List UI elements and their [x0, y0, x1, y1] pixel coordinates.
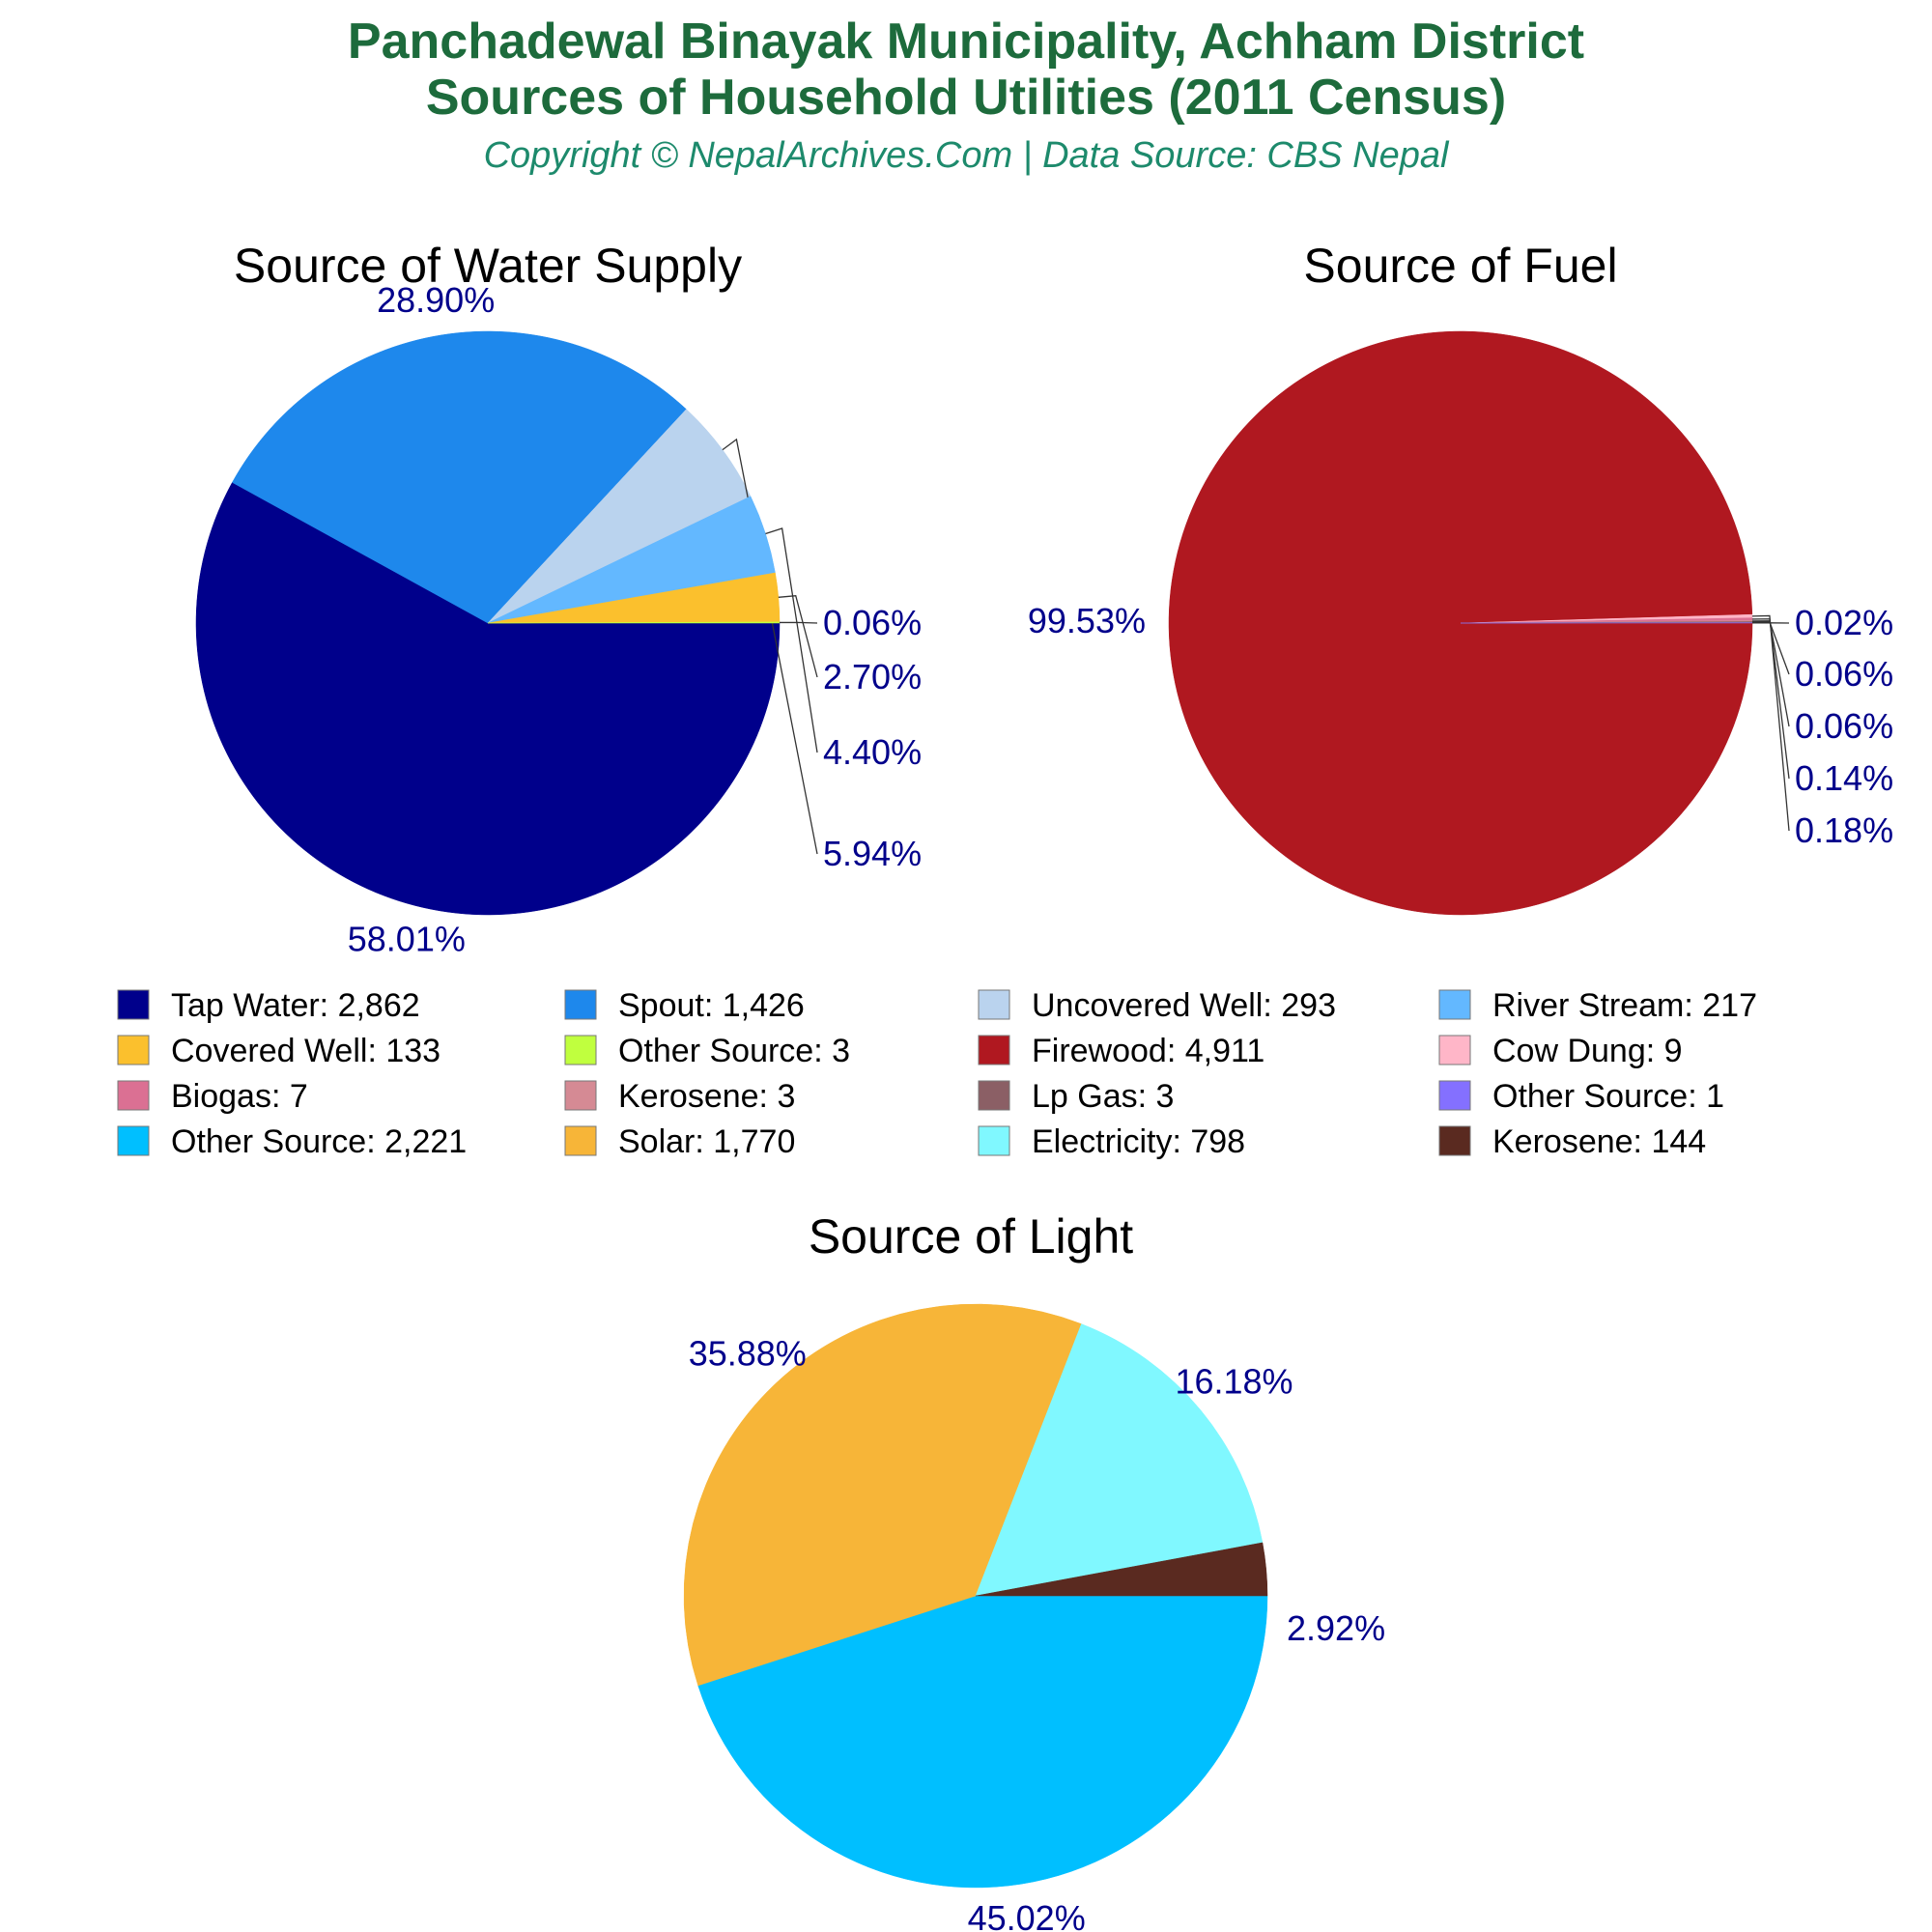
leader-line — [765, 527, 818, 753]
slice-percent-label: 35.88% — [689, 1334, 807, 1374]
legend-swatch — [117, 1035, 150, 1065]
pie-slice — [195, 482, 781, 916]
leader-line — [1751, 621, 1790, 675]
legend-item: Cow Dung: 9 — [1438, 1033, 1683, 1069]
main-title-line-2: Sources of Household Utilities (2011 Cen… — [425, 70, 1507, 126]
legend-label: Cow Dung: 9 — [1492, 1033, 1683, 1069]
legend-label: River Stream: 217 — [1492, 987, 1757, 1024]
leader-line — [722, 438, 818, 855]
pie-slice — [697, 1595, 1268, 1889]
leader-line — [779, 621, 818, 624]
slice-percent-label: 5.94% — [823, 834, 922, 873]
pie-slice — [232, 330, 687, 624]
legend-item: Lp Gas: 3 — [978, 1078, 1174, 1115]
legend-swatch — [978, 989, 1010, 1020]
legend-swatch — [1438, 1125, 1471, 1156]
legend-swatch — [117, 1080, 150, 1111]
legend-item: Covered Well: 133 — [117, 1033, 440, 1069]
legend-label: Kerosene: 3 — [618, 1078, 795, 1115]
legend: Tap Water: 2,862 Spout: 1,426 Uncovered We… — [117, 987, 1757, 1160]
slice-percent-label: 16.18% — [1175, 1361, 1293, 1401]
legend-swatch — [564, 1125, 597, 1156]
legend-item: Other Source: 1 — [1438, 1078, 1724, 1115]
legend-label: Solar: 1,770 — [618, 1123, 795, 1160]
legend-label: Other Source: 3 — [618, 1033, 850, 1069]
pie-chart-2: Source of Fuel 99.53% 0.18% 0.14% 0.06% 0.06%… — [1028, 239, 1893, 916]
pie-title: Source of Light — [809, 1209, 1133, 1264]
legend-swatch — [564, 989, 597, 1020]
legend-swatch — [978, 1035, 1010, 1065]
pie-chart-1: Source of Water Supply 58.01% 28.90% 5.94% 4… — [195, 239, 922, 959]
legend-item: River Stream: 217 — [1438, 987, 1757, 1024]
pie-slice — [975, 1323, 1264, 1597]
chart-header: Panchadewal Binayak Municipality, Achham… — [0, 14, 1932, 180]
pie-title: Source of Water Supply — [234, 239, 742, 293]
legend-item: Kerosene: 144 — [1438, 1123, 1706, 1160]
legend-item: Solar: 1,770 — [564, 1123, 795, 1160]
main-title-line-1: Panchadewal Binayak Municipality, Achham… — [347, 14, 1585, 70]
slice-percent-label: 28.90% — [377, 280, 495, 320]
legend-swatch — [117, 989, 150, 1020]
slice-percent-label: 4.40% — [823, 732, 922, 772]
legend-item: Tap Water: 2,862 — [117, 987, 420, 1024]
legend-swatch — [564, 1080, 597, 1111]
legend-label: Kerosene: 144 — [1492, 1123, 1706, 1160]
legend-item: Electricity: 798 — [978, 1123, 1245, 1160]
leader-line — [1751, 618, 1790, 780]
legend-label: Spout: 1,426 — [618, 987, 805, 1024]
legend-swatch — [978, 1080, 1010, 1111]
slice-percent-label: 0.02% — [1795, 603, 1893, 642]
legend-label: Biogas: 7 — [171, 1078, 308, 1115]
legend-item: Uncovered Well: 293 — [978, 987, 1336, 1024]
legend-item: Kerosene: 3 — [564, 1078, 795, 1115]
legend-swatch — [1438, 989, 1471, 1020]
leader-line — [1751, 614, 1790, 832]
legend-label: Uncovered Well: 293 — [1032, 987, 1336, 1024]
slice-percent-label: 0.06% — [823, 603, 922, 642]
leader-line — [1751, 620, 1790, 727]
slice-percent-label: 0.06% — [1795, 654, 1893, 694]
legend-item: Spout: 1,426 — [564, 987, 805, 1024]
legend-label: Lp Gas: 3 — [1032, 1078, 1174, 1115]
legend-item: Biogas: 7 — [117, 1078, 308, 1115]
slice-percent-label: 99.53% — [1028, 601, 1146, 640]
pie-title: Source of Fuel — [1303, 239, 1617, 293]
legend-swatch — [978, 1125, 1010, 1156]
legend-item: Other Source: 2,221 — [117, 1123, 467, 1160]
legend-swatch — [1438, 1035, 1471, 1065]
copyright-subtitle: Copyright © NepalArchives.Com | Data Sou… — [483, 135, 1449, 176]
slice-percent-label: 0.14% — [1795, 758, 1893, 798]
legend-swatch — [564, 1035, 597, 1065]
legend-label: Electricity: 798 — [1032, 1123, 1245, 1160]
leader-line — [778, 595, 818, 678]
legend-label: Firewood: 4,911 — [1032, 1033, 1264, 1069]
legend-item: Other Source: 3 — [564, 1033, 850, 1069]
legend-label: Other Source: 2,221 — [171, 1123, 467, 1160]
slice-percent-label: 2.70% — [823, 657, 922, 696]
slice-percent-label: 0.18% — [1795, 810, 1893, 850]
slice-percent-label: 58.01% — [348, 920, 466, 959]
slice-percent-label: 2.92% — [1287, 1608, 1385, 1648]
legend-swatch — [117, 1125, 150, 1156]
pie-slice — [683, 1303, 1082, 1687]
slice-percent-label: 0.06% — [1795, 706, 1893, 746]
slice-percent-label: 45.02% — [968, 1898, 1086, 1932]
legend-label: Tap Water: 2,862 — [171, 987, 420, 1024]
pie-chart-3: Source of Light 45.02% 35.88% 16.18% 2.92% — [683, 1209, 1385, 1932]
legend-label: Covered Well: 133 — [171, 1033, 440, 1069]
legend-label: Other Source: 1 — [1492, 1078, 1724, 1115]
pie-slice — [975, 1542, 1268, 1597]
legend-swatch — [1438, 1080, 1471, 1111]
legend-item: Firewood: 4,911 — [978, 1033, 1264, 1069]
